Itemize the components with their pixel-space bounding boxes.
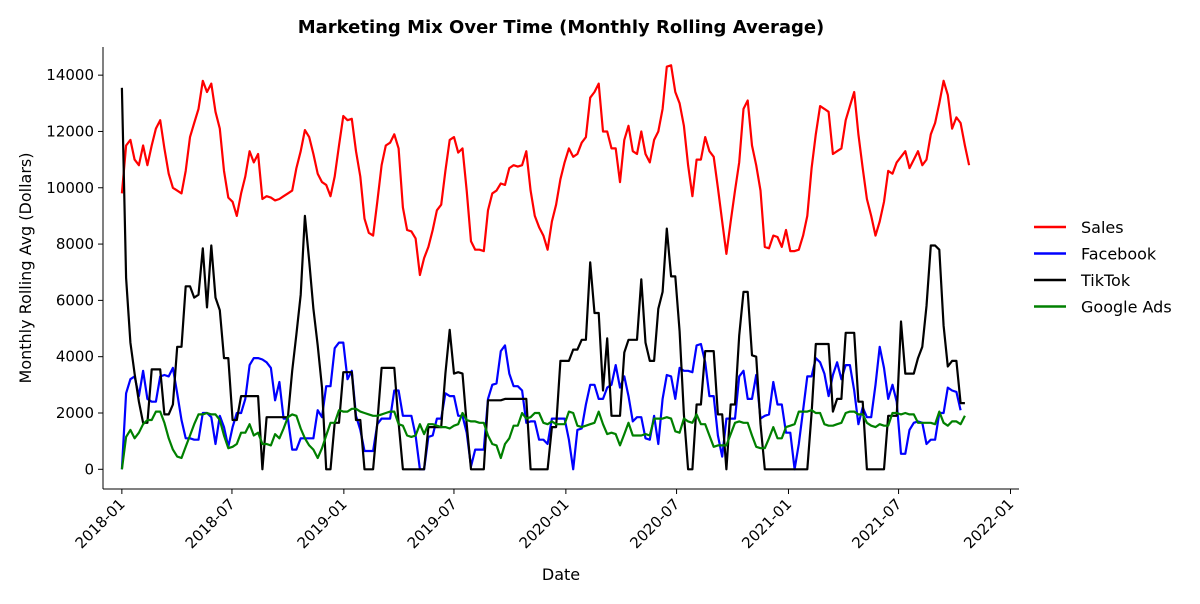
- series-line-facebook: [120, 341, 962, 471]
- y-tick-label: 10000: [46, 179, 94, 197]
- y-tick-label: 8000: [56, 235, 94, 253]
- y-tick-label: 6000: [56, 291, 94, 309]
- legend: Sales Facebook TikTok Google Ads: [1034, 218, 1172, 317]
- y-tick-label: 4000: [56, 348, 94, 366]
- legend-label: Google Ads: [1081, 298, 1172, 317]
- series-line-google-ads: [120, 407, 966, 470]
- x-tick-label: 2021-07: [848, 495, 905, 552]
- chart-title: Marketing Mix Over Time (Monthly Rolling…: [298, 17, 825, 38]
- legend-label: Facebook: [1081, 245, 1157, 264]
- legend-label: Sales: [1081, 218, 1124, 237]
- x-tick-label: 2018-07: [182, 495, 239, 552]
- x-tick-label: 2021-01: [738, 495, 795, 552]
- x-tick-label: 2020-07: [626, 495, 683, 552]
- series-line-sales: [120, 64, 971, 277]
- y-axis-label: Monthly Rolling Avg (Dollars): [16, 153, 35, 384]
- x-tick-label: 2022-01: [960, 495, 1017, 552]
- plot-lines: [120, 64, 971, 471]
- x-axis-label: Date: [542, 565, 580, 584]
- x-tick-label: 2019-01: [294, 495, 351, 552]
- y-tick-label: 12000: [46, 122, 94, 140]
- x-tick-label: 2020-01: [516, 495, 573, 552]
- y-tick-label: 0: [84, 460, 94, 478]
- y-tick-label: 2000: [56, 404, 94, 422]
- series-line-tiktok: [120, 87, 965, 471]
- x-tick-label: 2018-01: [72, 495, 129, 552]
- y-tick-label: 14000: [46, 66, 94, 84]
- x-axis-ticks: 2018-01 2018-07 2019-01 2019-07 2020-01 2020-…: [72, 489, 1017, 552]
- y-axis-ticks: 0 2000 4000 6000 8000 10000 12000 14000: [46, 66, 103, 478]
- legend-label: TikTok: [1080, 271, 1131, 290]
- x-tick-label: 2019-07: [404, 495, 461, 552]
